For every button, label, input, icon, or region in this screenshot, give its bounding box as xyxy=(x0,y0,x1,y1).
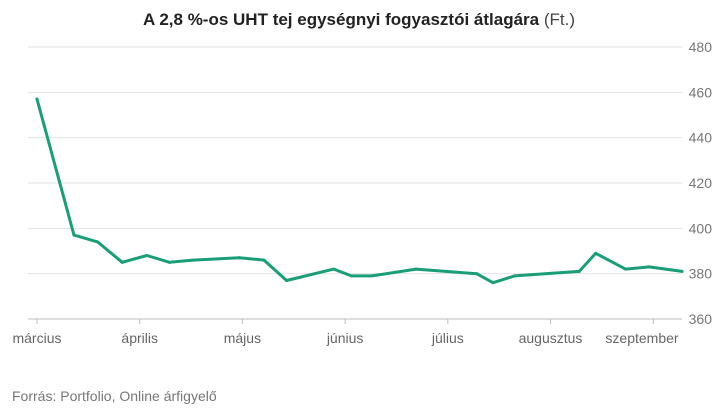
data-point xyxy=(167,260,171,264)
data-point xyxy=(332,267,336,271)
x-tick-label: május xyxy=(224,330,261,346)
y-tick-label: 460 xyxy=(689,84,713,100)
series-group xyxy=(35,97,684,285)
y-tick-label: 420 xyxy=(689,175,713,191)
y-tick-label: 480 xyxy=(689,39,713,55)
chart-title-unit: (Ft.) xyxy=(543,10,576,29)
chart-title: A 2,8 %-os UHT tej egységnyi fogyasztói … xyxy=(0,10,718,30)
gridlines xyxy=(28,46,682,320)
x-tick-label: szeptember xyxy=(605,330,678,346)
data-point xyxy=(96,240,100,244)
data-point xyxy=(349,274,353,278)
data-point xyxy=(72,233,76,237)
data-point xyxy=(35,97,39,101)
y-axis-ticks: 360 380 400 420 440 460 480 xyxy=(689,39,713,327)
data-point xyxy=(513,274,517,278)
x-tick-label: április xyxy=(121,330,158,346)
data-point xyxy=(491,281,495,285)
y-tick-label: 380 xyxy=(689,266,713,282)
x-tick-label: július xyxy=(431,330,464,346)
data-point xyxy=(370,274,374,278)
x-axis-ticks: március április május június július augusztus… xyxy=(12,319,679,346)
x-tick-label: augusztus xyxy=(519,330,583,346)
data-point xyxy=(680,269,684,273)
y-tick-label: 360 xyxy=(689,311,713,327)
data-point xyxy=(237,256,241,260)
data-point xyxy=(191,258,195,262)
data-point xyxy=(145,254,149,258)
data-point xyxy=(262,258,266,262)
data-point xyxy=(414,267,418,271)
series-line xyxy=(35,97,684,285)
data-point xyxy=(285,278,289,282)
data-point xyxy=(577,269,581,273)
y-tick-label: 400 xyxy=(689,220,713,236)
x-tick-label: június xyxy=(326,330,364,346)
data-point xyxy=(624,267,628,271)
data-point xyxy=(647,265,651,269)
chart-title-main: A 2,8 %-os UHT tej egységnyi fogyasztói … xyxy=(142,10,540,29)
source-note: Forrás: Portfolio, Online árfigyelő xyxy=(12,388,217,404)
x-tick-label: március xyxy=(12,330,61,346)
data-point xyxy=(475,272,479,276)
y-tick-label: 440 xyxy=(689,130,713,146)
data-point xyxy=(120,260,124,264)
data-point xyxy=(594,251,598,255)
